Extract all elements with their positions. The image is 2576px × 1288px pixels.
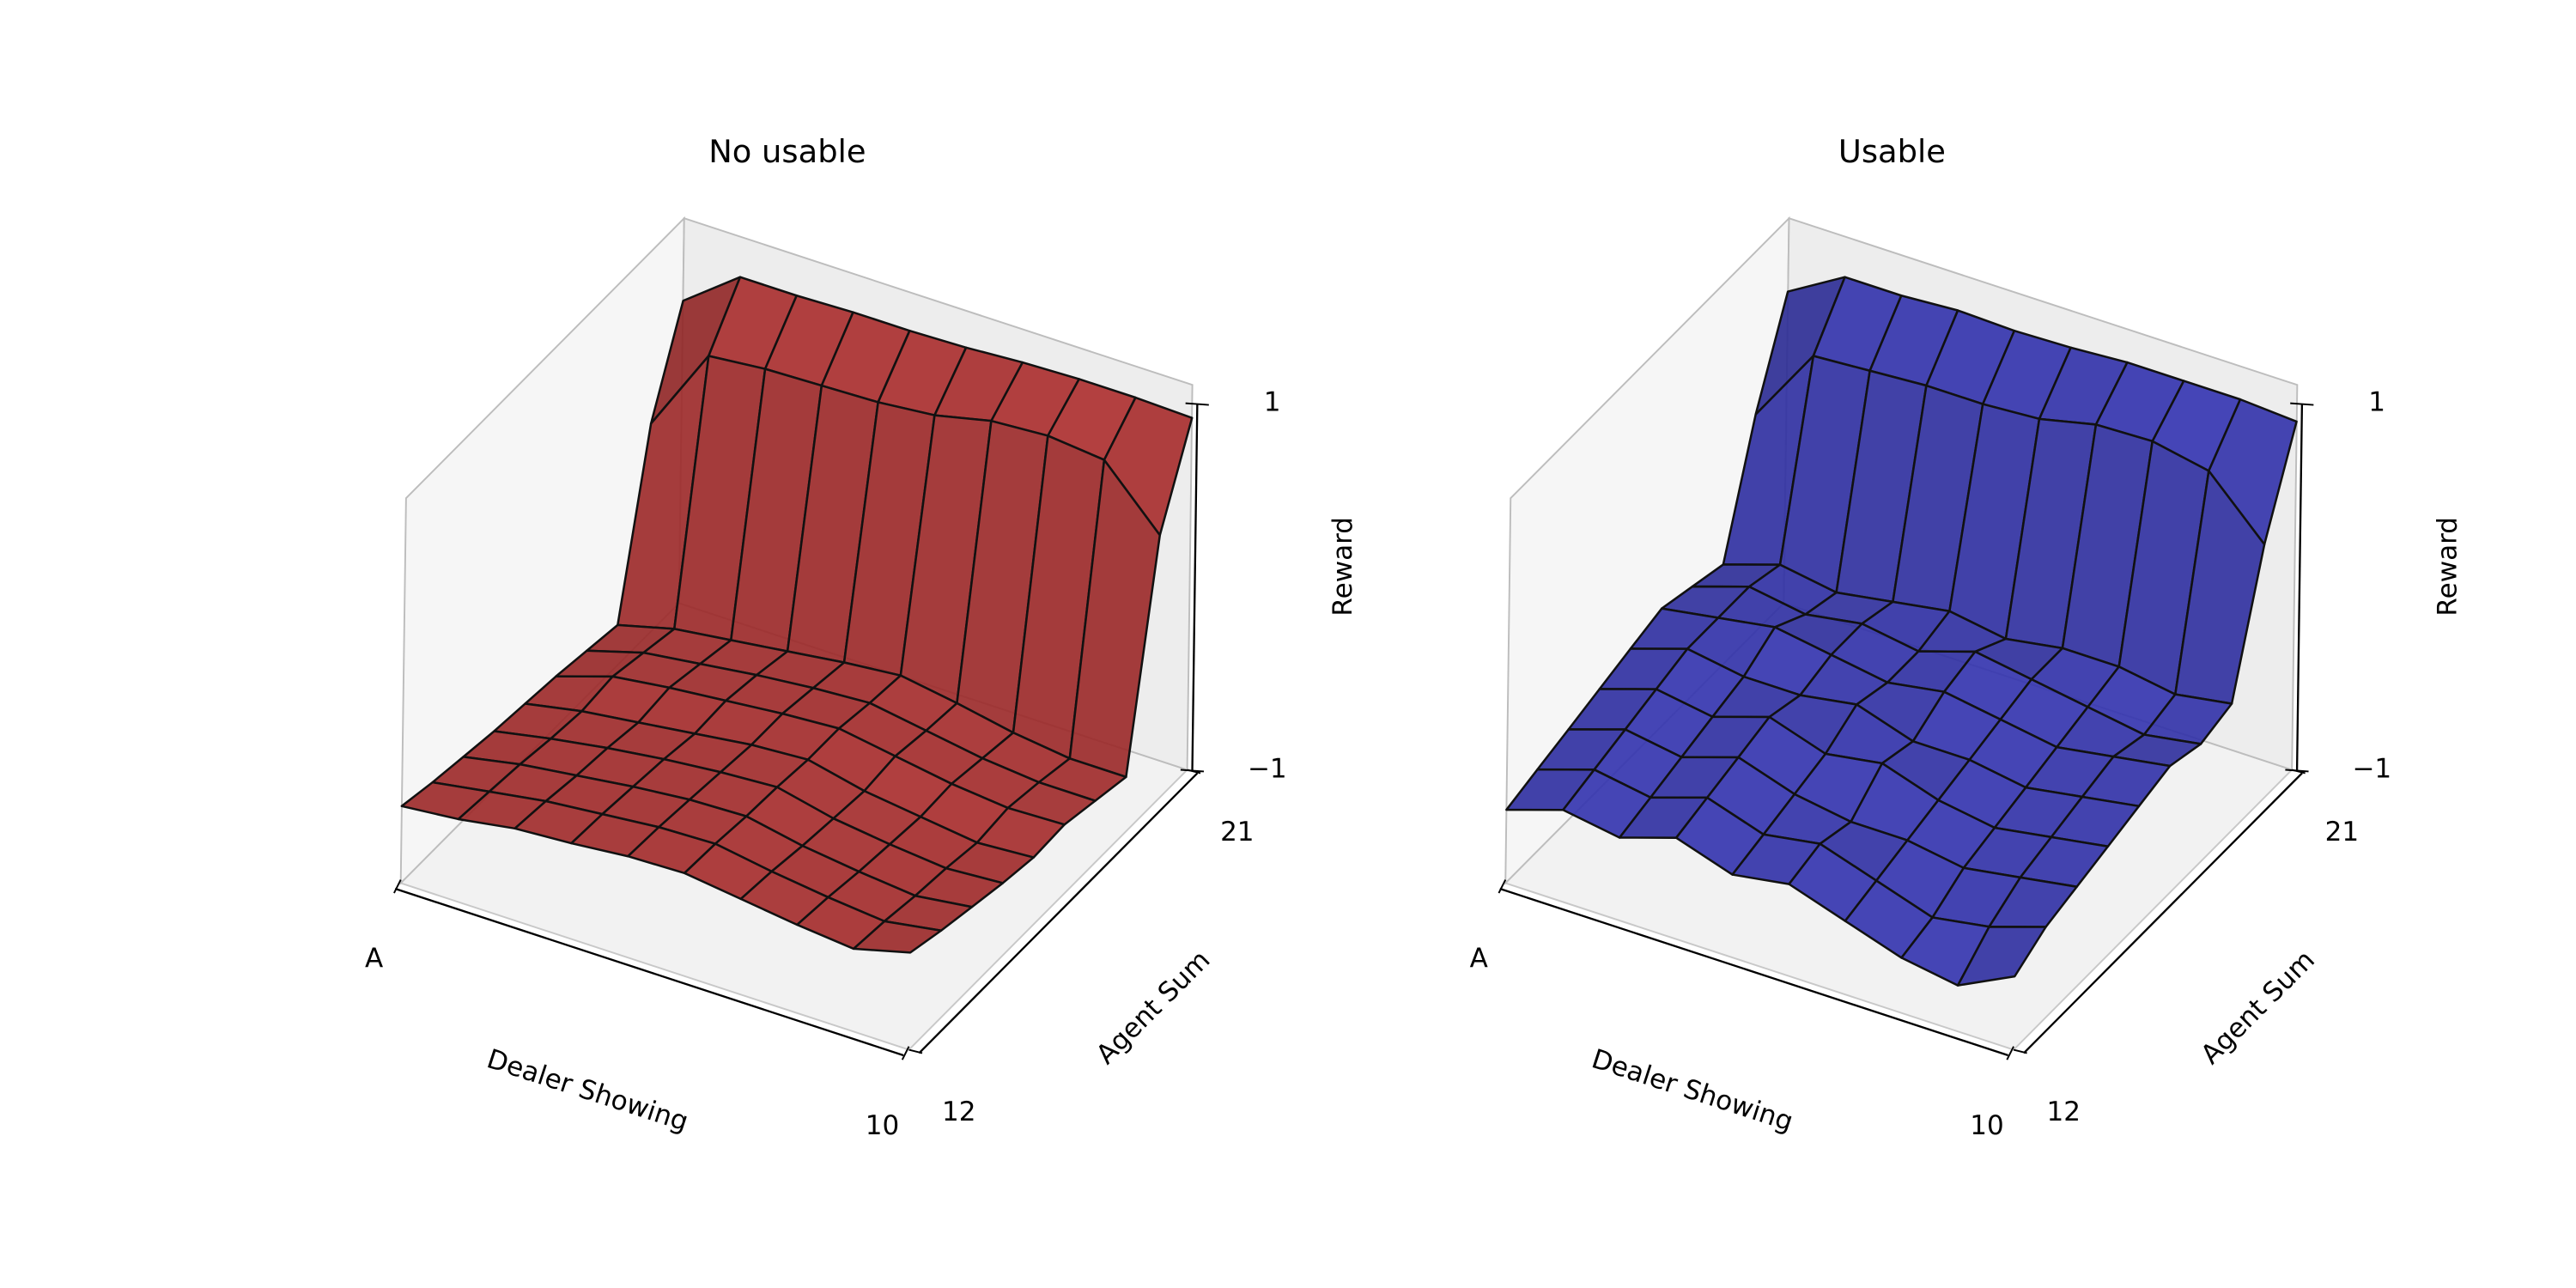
surface-patch xyxy=(852,920,943,954)
x-tick xyxy=(901,1046,910,1060)
x-axis-label: Dealer Showing xyxy=(483,1043,692,1138)
z-axis-line xyxy=(2295,404,2304,772)
z-tick xyxy=(1185,402,1209,406)
x-tick xyxy=(393,879,402,894)
y-axis-line xyxy=(2023,772,2303,1054)
z-tick xyxy=(2290,402,2314,406)
z-axis-line xyxy=(1191,404,1199,772)
z-tick-label: −1 xyxy=(2352,754,2391,785)
x-axis-line xyxy=(394,887,904,1057)
y-tick-label: 12 xyxy=(942,1097,976,1127)
y-axis-line xyxy=(918,772,1199,1054)
chart-title: No usable xyxy=(708,133,866,170)
z-tick-label: 1 xyxy=(2368,387,2385,418)
y-tick xyxy=(2013,1048,2027,1054)
x-tick-label: 10 xyxy=(866,1110,900,1141)
z-tick xyxy=(2285,769,2309,773)
x-tick-label: A xyxy=(365,944,383,975)
y-axis-label: Agent Sum xyxy=(2195,945,2321,1071)
y-tick xyxy=(908,1048,923,1054)
x-axis-label: Dealer Showing xyxy=(1588,1043,1796,1138)
z-axis-label: Reward xyxy=(1327,517,1358,617)
z-tick xyxy=(1180,769,1205,773)
x-tick xyxy=(2006,1046,2014,1060)
z-tick-label: 1 xyxy=(1264,387,1281,418)
x-tick-label: 10 xyxy=(1970,1110,2004,1141)
z-tick-label: −1 xyxy=(1248,754,1287,785)
chart-title: Usable xyxy=(1838,133,1946,170)
z-axis-label: Reward xyxy=(2433,517,2464,617)
y-axis-label: Agent Sum xyxy=(1091,945,1217,1071)
y-tick-label: 12 xyxy=(2047,1097,2081,1127)
y-tick-label: 21 xyxy=(1220,817,1255,848)
x-axis-line xyxy=(1499,887,2008,1057)
surface-patch xyxy=(1956,926,2047,987)
y-tick-label: 21 xyxy=(2325,817,2360,848)
x-tick-label: A xyxy=(1470,944,1488,975)
x-tick xyxy=(1498,879,1507,894)
